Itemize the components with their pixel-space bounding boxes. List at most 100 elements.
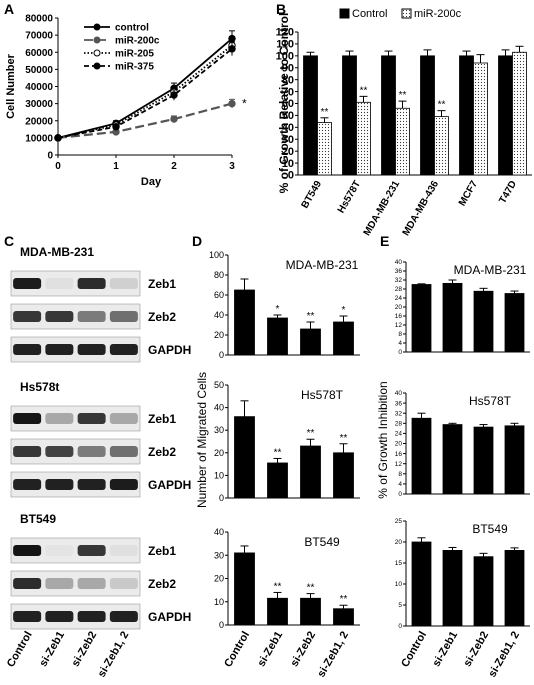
significance-mark: *: [276, 304, 280, 315]
data-point: [228, 45, 236, 53]
y-tick-label: 36: [395, 400, 403, 407]
blot-band: [77, 545, 106, 556]
y-axis-label: % of Growth Relative to Control: [277, 13, 291, 194]
bar: [234, 552, 255, 626]
y-tick-label: 15: [395, 560, 403, 567]
significance-mark: **: [321, 107, 329, 118]
blot-band: [45, 611, 74, 622]
significance-mark: **: [307, 583, 315, 594]
legend-marker: [93, 62, 101, 70]
blot-band: [13, 413, 42, 424]
y-tick-label: 50: [214, 380, 224, 390]
bar: [442, 282, 463, 353]
blot-band: [77, 446, 106, 457]
y-tick-label: 20000: [25, 116, 53, 127]
y-tick-label: 80: [214, 270, 224, 280]
bar: [356, 101, 371, 176]
panel-letter-d: D: [192, 233, 202, 249]
y-tick-label: 20: [395, 539, 403, 546]
legend-swatch: [339, 8, 350, 19]
y-tick-label: 40: [214, 310, 224, 320]
y-tick-label: 16: [395, 313, 403, 320]
bar: [442, 424, 463, 495]
y-tick-label: 24: [395, 431, 403, 438]
legend-label: miR-375: [115, 62, 154, 73]
bar: [342, 55, 357, 176]
y-tick-label: 30: [282, 134, 294, 146]
bar: [504, 293, 525, 353]
data-point: [54, 134, 62, 142]
y-tick-label: 10: [214, 470, 224, 480]
blot-band: [77, 311, 106, 322]
y-tick-label: 40: [395, 390, 403, 397]
bar: [381, 55, 396, 176]
significance-mark: *: [242, 97, 247, 111]
blot-band: [45, 479, 74, 490]
bar: [411, 284, 432, 353]
legend-marker: [93, 49, 101, 57]
legend-label: miR-200c: [414, 8, 462, 20]
blot-band: [109, 311, 138, 322]
y-tick-label: 20: [395, 304, 403, 311]
y-tick-label: 5: [398, 602, 402, 609]
blot-band: [77, 278, 106, 289]
legend-label: control: [115, 23, 149, 34]
bar: [504, 550, 525, 627]
y-tick-label: 20: [214, 330, 224, 340]
blot-band: [77, 413, 106, 424]
y-tick-label: 10: [395, 581, 403, 588]
blot-band: [109, 578, 138, 589]
lane-label: si-Zeb1, 2: [96, 630, 132, 680]
blot-band: [109, 446, 138, 457]
y-tick-label: 50000: [25, 65, 53, 76]
blot-band: [109, 611, 138, 622]
blot-band: [13, 578, 42, 589]
blot-band: [45, 413, 74, 424]
data-point: [228, 99, 236, 108]
y-tick-label: 4: [398, 340, 402, 347]
y-axis-label: % of Growth Inhibition: [376, 381, 390, 498]
y-tick-label: 30: [214, 425, 224, 435]
protein-label: GAPDH: [148, 610, 191, 624]
y-tick-label: 16: [395, 451, 403, 458]
category-label: BT549: [300, 179, 325, 211]
y-tick-label: 80: [282, 74, 294, 86]
y-tick-label: 10000: [25, 133, 53, 144]
blot-band: [109, 278, 138, 289]
panel-letter-a: A: [4, 1, 14, 17]
blot-band: [77, 344, 106, 355]
y-tick-label: 70: [282, 86, 294, 98]
protein-label: Zeb1: [148, 412, 176, 426]
y-tick-label: 0: [398, 623, 402, 630]
y-tick-label: 12: [395, 322, 403, 329]
bar: [411, 541, 432, 627]
significance-mark: **: [274, 447, 282, 458]
bar: [267, 317, 288, 356]
y-tick-label: 70000: [25, 31, 53, 42]
lane-label: si-Zeb2: [70, 630, 100, 669]
blot-band: [13, 278, 42, 289]
protein-label: GAPDH: [148, 478, 191, 492]
blot-band: [45, 344, 74, 355]
category-label: Hs578T: [336, 179, 363, 215]
blot-band: [13, 479, 42, 490]
legend-label: miR-205: [115, 49, 154, 60]
legend-marker: [93, 23, 101, 31]
bar: [300, 445, 321, 499]
bar: [459, 55, 474, 176]
category-label: si-Zeb1, 2: [486, 630, 522, 680]
series-line: [57, 102, 233, 139]
y-tick-label: 60000: [25, 48, 53, 59]
significance-mark: **: [340, 433, 348, 444]
y-tick-label: 40: [395, 259, 403, 266]
bar: [473, 290, 494, 353]
x-tick-label: 0: [55, 161, 61, 172]
y-tick-label: 32: [395, 277, 403, 284]
category-label: Control: [222, 630, 252, 670]
x-tick-label: 1: [113, 161, 119, 172]
y-tick-label: 50: [282, 110, 294, 122]
y-axis-label: Cell Number: [5, 53, 17, 119]
y-tick-label: 80000: [25, 14, 53, 25]
bar: [512, 51, 527, 176]
